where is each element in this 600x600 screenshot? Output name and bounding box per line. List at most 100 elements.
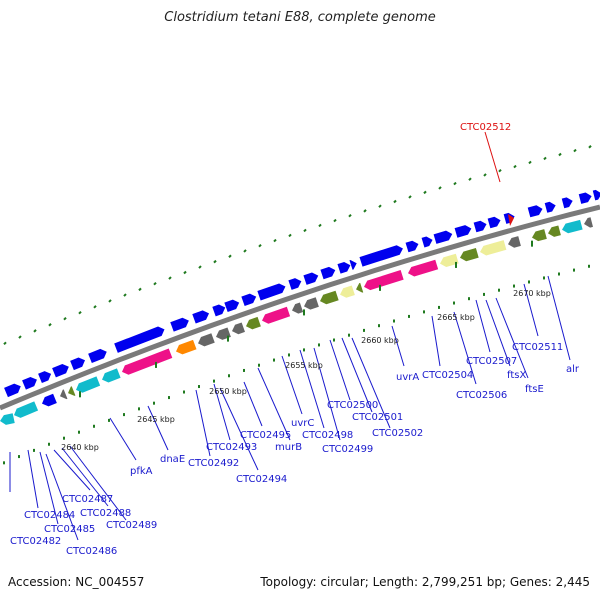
leader-line <box>475 299 491 353</box>
leader-line <box>391 325 405 367</box>
leader-line <box>109 417 137 461</box>
ruler-label: 2655 kbp <box>285 361 323 370</box>
gene-label: CTC02486 <box>66 546 117 557</box>
forward-gene-arrow <box>38 371 52 384</box>
reverse-gene-block <box>548 225 561 237</box>
reverse-gene-block <box>198 333 215 347</box>
ruler-label: 2670 kbp <box>513 289 551 298</box>
forward-gene-arrow <box>349 259 357 270</box>
reverse-gene-block <box>14 401 39 418</box>
tick-dot <box>453 181 457 186</box>
leader-line <box>547 275 571 361</box>
tick-dot <box>528 160 532 165</box>
ruler-label: 2650 kbp <box>209 387 247 396</box>
forward-gene-arrow <box>52 363 69 378</box>
gene-arrow-shape <box>303 272 319 285</box>
gene-arrow-shape <box>359 245 403 267</box>
ruler-label: 2660 kbp <box>361 336 399 345</box>
tick-dot <box>183 270 187 275</box>
leader-line <box>213 383 231 441</box>
gene-label: dnaE <box>160 454 185 465</box>
leader-line <box>219 387 259 471</box>
tick-dot <box>393 199 397 204</box>
gene-label: CTC02506 <box>456 390 507 401</box>
gene-block-shape <box>42 393 57 407</box>
tick-dot <box>228 254 232 258</box>
forward-gene-arrow <box>212 304 226 317</box>
forward-gene-arrow <box>170 317 189 332</box>
tick-dot <box>3 341 7 346</box>
forward-gene-arrow <box>592 189 600 201</box>
gene-block-shape <box>198 333 215 347</box>
gene-block-shape <box>246 316 261 330</box>
reverse-gene-block <box>508 236 521 248</box>
leader-line <box>431 315 441 367</box>
gene-label: uvrA <box>396 372 419 383</box>
tick-dot <box>273 238 277 243</box>
forward-gene-arrow <box>4 383 21 398</box>
tick-dot <box>468 177 472 181</box>
gene-labels: CTC02482 CTC02484 CTC02485 CTC02486 CTC02487… <box>10 342 580 557</box>
reverse-gene-block <box>584 217 593 228</box>
leader-line <box>495 297 529 379</box>
forward-gene-arrow <box>473 220 487 233</box>
gene-label: CTC02494 <box>236 474 287 485</box>
tick-dot <box>18 335 22 339</box>
genome-summary: Topology: circular; Length: 2,799,251 bp… <box>260 575 590 589</box>
gene-arrow-shape <box>433 230 453 244</box>
gene-arrow-shape <box>70 357 86 371</box>
gene-label: ftsX <box>507 370 526 381</box>
reverse-gene-block <box>356 282 364 293</box>
gene-label: CTC02501 <box>352 412 403 423</box>
gene-block-shape <box>292 302 304 314</box>
leader-line <box>243 381 263 427</box>
tick-dot <box>138 287 142 292</box>
tick-dot <box>363 209 367 213</box>
gene-arrow-shape <box>192 310 210 324</box>
gene-arrow-shape <box>592 189 600 201</box>
gene-arrow-shape <box>88 348 107 363</box>
gene-label: ftsE <box>525 384 544 395</box>
gene-block-shape <box>340 285 355 298</box>
gene-label: murB <box>275 442 302 453</box>
forward-gene-arrow <box>303 272 319 285</box>
gene-label: CTC02492 <box>188 458 239 469</box>
tick-dot <box>513 164 517 169</box>
gene-block-shape <box>356 282 364 293</box>
gene-label: CTC02498 <box>302 430 353 441</box>
gene-label: CTC02487 <box>62 494 113 505</box>
gene-block-shape <box>68 386 76 396</box>
forward-gene-arrow <box>405 240 419 253</box>
reverse-gene-block <box>176 339 197 355</box>
gene-arrow-shape <box>349 259 357 270</box>
gene-block-shape <box>460 247 479 262</box>
leader-line <box>453 311 477 385</box>
gene-block-shape <box>584 217 593 228</box>
reverse-gene-block <box>262 306 291 324</box>
gene-arrow-shape <box>337 261 351 274</box>
forward-strand-genes <box>4 189 600 398</box>
tick-dot <box>198 265 202 269</box>
gene-block-shape <box>562 219 583 234</box>
highlight-label: CTC02512 <box>460 122 511 133</box>
leader-line <box>351 337 391 429</box>
reverse-gene-block <box>480 240 507 256</box>
tick-dot <box>543 156 547 161</box>
gene-arrow-shape <box>257 283 286 301</box>
gene-label: CTC02502 <box>372 428 423 439</box>
tick-dot <box>498 168 502 173</box>
tick-dot <box>63 316 67 321</box>
gene-arrow-shape <box>22 376 37 390</box>
tick-dot <box>33 329 37 333</box>
gene-arrow-shape <box>38 371 52 384</box>
kbp-ruler: 2640 kbp 2645 kbp 2650 kbp 2655 kbp 2660 kbp… <box>61 240 551 452</box>
gene-arrow-shape <box>212 304 226 317</box>
tick-dot <box>423 190 427 195</box>
gene-label: CTC02504 <box>422 370 473 381</box>
map-title: Clostridium tetani E88, complete genome <box>164 10 436 25</box>
forward-gene-arrow <box>88 348 107 363</box>
reverse-gene-block <box>292 302 304 314</box>
gene-label: alr <box>566 364 580 375</box>
gene-label: CTC02488 <box>80 508 131 519</box>
